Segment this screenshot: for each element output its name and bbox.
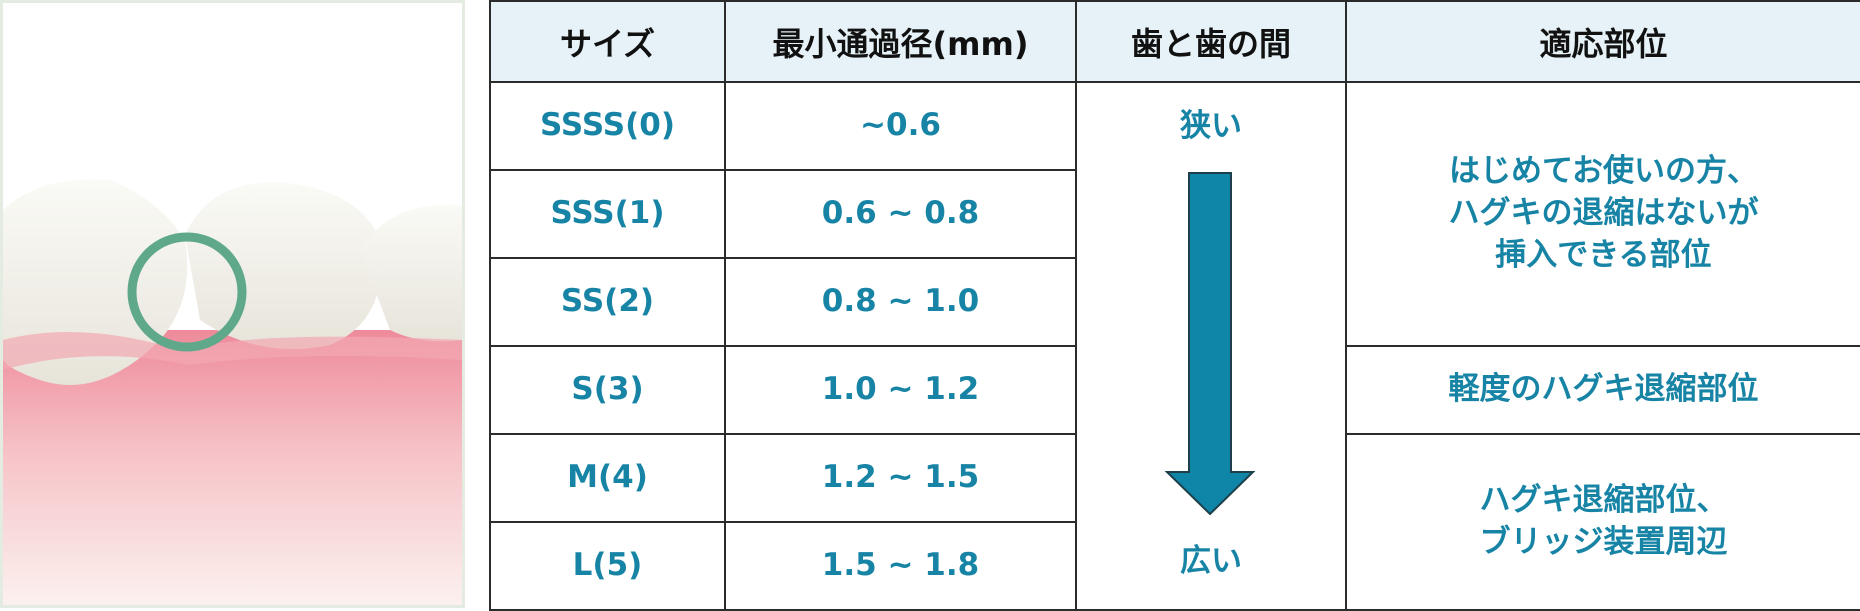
fit-line: ハグキ退縮部位、 — [1479, 482, 1728, 519]
fit-line: ハグキの退縮はないが — [1448, 195, 1759, 232]
size-cell: L(5) — [489, 521, 726, 611]
arrow-shape — [1164, 171, 1256, 515]
fit-cell: はじめてお使いの方、 ハグキの退縮はないが 挿入できる部位 — [1345, 81, 1860, 347]
fit-cell: 軽度のハグキ退縮部位 — [1345, 345, 1860, 435]
diameter-cell: ~0.6 — [724, 81, 1077, 171]
diameter-cell: 1.2 ~ 1.5 — [724, 433, 1077, 523]
teeth-illustration — [0, 0, 465, 608]
gap-narrow: 狭い — [1180, 107, 1242, 144]
size-cell: SS(2) — [489, 257, 726, 347]
fit-line: 挿入できる部位 — [1495, 236, 1712, 273]
gap-cell: 狭い 広い — [1075, 81, 1347, 611]
diameter-cell: 1.0 ~ 1.2 — [724, 345, 1077, 435]
size-cell: SSS(1) — [489, 169, 726, 259]
diameter-cell: 0.6 ~ 0.8 — [724, 169, 1077, 259]
arrow — [1164, 171, 1256, 515]
header-cell: 最小通過径(mm) — [724, 0, 1077, 83]
fit-line: 軽度のハグキ退縮部位 — [1448, 371, 1759, 408]
size-cell: M(4) — [489, 433, 726, 523]
size-cell: SSSS(0) — [489, 81, 726, 171]
gap-wide: 広い — [1180, 542, 1242, 579]
header-cell: 歯と歯の間 — [1075, 0, 1347, 83]
header-cell: サイズ — [489, 0, 726, 83]
fit-cell: ハグキ退縮部位、 ブリッジ装置周辺 — [1345, 433, 1860, 611]
fit-line: ブリッジ装置周辺 — [1479, 524, 1728, 560]
size-table: サイズ 最小通過径(mm) 歯と歯の間 適応部位 SSSS(0) ~0.6 狭い 広い… — [489, 0, 1860, 611]
header-cell: 適応部位 — [1345, 0, 1860, 83]
fit-line: はじめてお使いの方、 — [1448, 153, 1759, 190]
diameter-cell: 0.8 ~ 1.0 — [724, 257, 1077, 347]
gap-box: 狭い 広い — [1077, 84, 1345, 609]
size-cell: S(3) — [489, 345, 726, 435]
diameter-cell: 1.5 ~ 1.8 — [724, 521, 1077, 611]
